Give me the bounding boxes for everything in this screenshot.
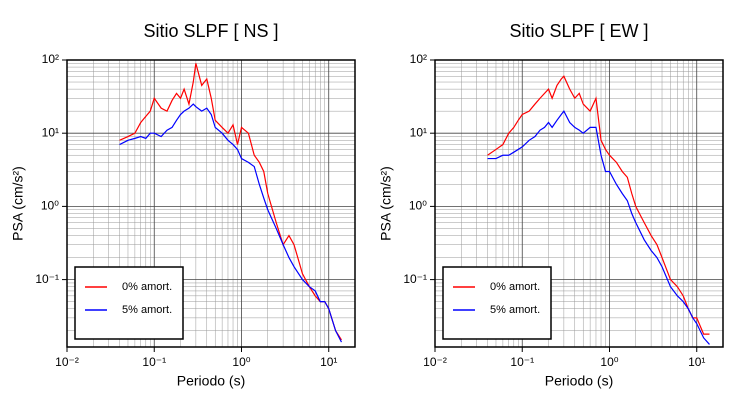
series-line [119, 63, 342, 341]
y-tick-label: 10⁻¹ [403, 272, 427, 286]
x-axis-label: Periodo (s) [545, 373, 613, 389]
y-tick-label: 10² [42, 52, 59, 66]
x-tick-label: 10⁻² [423, 355, 447, 369]
legend-box [442, 266, 552, 340]
legend-box [74, 266, 184, 340]
y-tick-label: 10⁻¹ [35, 272, 59, 286]
plot-frame [434, 59, 724, 348]
legend-label: 0% amort. [122, 281, 172, 293]
x-tick-label: 10¹ [688, 355, 705, 369]
x-tick-label: 10⁰ [232, 355, 250, 369]
legend-label: 5% amort. [490, 304, 540, 316]
plot-frame [66, 59, 356, 348]
y-tick-label: 10¹ [42, 125, 59, 139]
x-tick-label: 10¹ [320, 355, 337, 369]
legend-label: 0% amort. [490, 281, 540, 293]
y-tick-label: 10² [410, 52, 427, 66]
x-axis-label: Periodo (s) [177, 373, 245, 389]
legend-label: 5% amort. [122, 304, 172, 316]
x-tick-label: 10⁻¹ [510, 355, 534, 369]
x-tick-label: 10⁻² [55, 355, 79, 369]
x-tick-label: 10⁻¹ [142, 355, 166, 369]
chart-title: Sitio SLPF [ NS ] [143, 21, 278, 41]
y-axis-label: PSA (cm/s²) [10, 166, 26, 241]
series-line [119, 103, 343, 343]
y-tick-label: 10¹ [410, 125, 427, 139]
y-tick-label: 10⁰ [409, 199, 427, 213]
y-axis-label: PSA (cm/s²) [378, 166, 394, 241]
chart-title: Sitio SLPF [ EW ] [509, 21, 648, 41]
series-line [487, 75, 710, 335]
x-tick-label: 10⁰ [600, 355, 618, 369]
series-line [487, 110, 710, 345]
y-tick-label: 10⁰ [41, 199, 59, 213]
